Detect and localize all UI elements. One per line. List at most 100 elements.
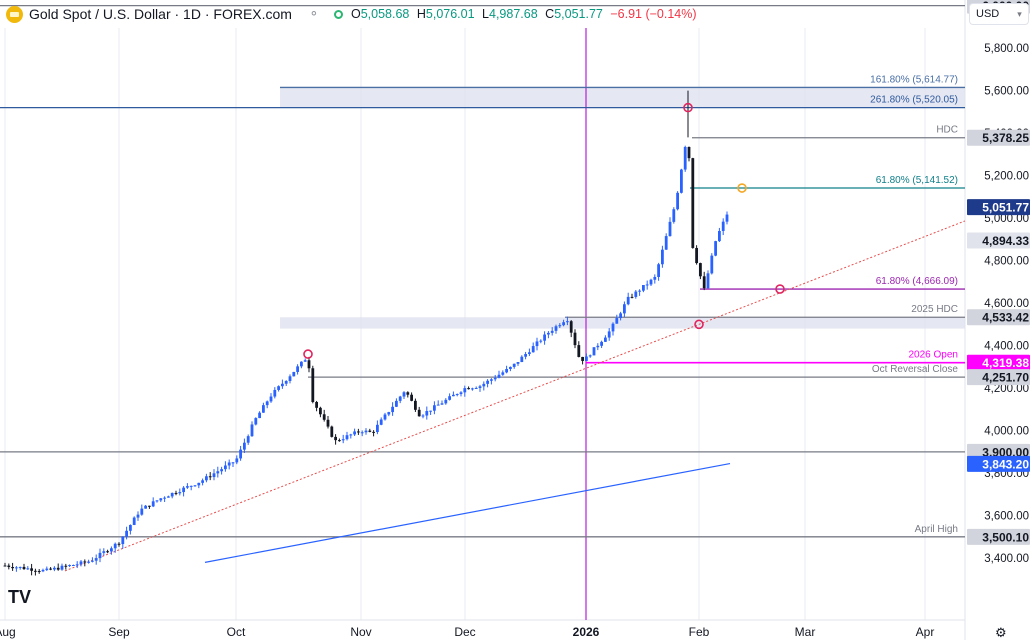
candle-body (364, 430, 368, 433)
candle-body (163, 497, 166, 499)
candle-body (307, 360, 311, 369)
candle-body (15, 567, 18, 569)
level-label: Oct Reversal Close (872, 364, 959, 375)
candle-body (170, 492, 174, 497)
x-tick-label: Sep (108, 625, 130, 639)
candle-body (482, 383, 486, 387)
candle-body (630, 296, 634, 298)
candle-body (680, 169, 683, 193)
price-badge-label: 5,378.25 (982, 131, 1029, 145)
candle-body (642, 285, 645, 291)
level-label: HDC (936, 125, 958, 136)
candle-body (79, 561, 83, 565)
candle-body (691, 158, 695, 248)
candle-body (26, 568, 30, 570)
candle-body (566, 321, 569, 323)
candle-body (136, 514, 140, 518)
candle-body (467, 388, 470, 390)
candle-body (129, 524, 132, 531)
candle-body (414, 400, 417, 410)
y-tick-label: 5,800.00 (984, 43, 1029, 55)
y-tick-label: 5,600.00 (984, 86, 1029, 98)
candle-body (463, 388, 467, 393)
candle-body (661, 249, 664, 265)
x-tick-label: Mar (795, 625, 816, 639)
candle-body (376, 424, 379, 433)
candle-body (417, 409, 421, 417)
candle-body (478, 386, 482, 388)
candle-body (623, 304, 626, 314)
candle-body (341, 439, 345, 441)
y-tick-label: 4,000.00 (984, 426, 1029, 438)
candle-body (125, 530, 128, 537)
candle-body (151, 501, 155, 507)
currency-selector[interactable]: USD ▾ (969, 3, 1029, 25)
candle-body (45, 568, 49, 570)
candle-body (22, 566, 26, 570)
candle-body (699, 263, 702, 277)
ohlc-open: 5,058.68 (360, 7, 410, 21)
candle-body (604, 337, 607, 342)
gear-icon[interactable]: ⚙ (995, 625, 1007, 640)
candle-body (288, 376, 292, 381)
candle-body (592, 347, 596, 356)
candle-body (338, 440, 341, 442)
candle-body (349, 434, 353, 436)
x-tick-label: Dec (454, 625, 475, 639)
symbol-title[interactable]: Gold Spot / U.S. Dollar · 1D · FOREX.com (29, 6, 292, 22)
candle-body (34, 570, 37, 572)
candle-body (440, 403, 444, 405)
candle-body (94, 558, 98, 561)
candle-body (121, 536, 125, 545)
eye-icon[interactable]: ⚬ (308, 6, 320, 21)
candle-body (330, 426, 334, 437)
candle-body (303, 360, 307, 362)
candle-body (49, 568, 52, 570)
candle-body (387, 412, 391, 415)
candle-body (53, 567, 56, 570)
candle-body (322, 414, 326, 420)
candle-body (619, 313, 622, 319)
candle-body (106, 551, 109, 553)
candle-body (197, 482, 201, 486)
level-label: 2025 HDC (911, 304, 958, 315)
price-badge (967, 354, 1030, 371)
candle-body (148, 505, 151, 507)
candle-body (159, 498, 163, 501)
price-badge (967, 369, 1030, 386)
candle-body (588, 355, 592, 357)
price-badge (967, 199, 1030, 216)
candle-body (474, 387, 478, 389)
y-tick-label: 3,400.00 (984, 553, 1029, 565)
candle-body (626, 296, 630, 305)
candle-body (75, 564, 79, 566)
resistance-zone (280, 87, 965, 108)
candle-body (60, 565, 64, 570)
candle-body (273, 389, 277, 397)
candle-body (710, 255, 714, 274)
candle-body (455, 394, 459, 396)
candle-body (383, 414, 387, 420)
candle-body (687, 146, 691, 159)
candle-body (319, 407, 322, 415)
candle-body (516, 362, 520, 364)
candle-body (212, 473, 216, 478)
candle-body (573, 332, 577, 346)
ohlc-legend: O5,058.68 H5,076.01 L4,987.68 C5,051.77 … (350, 7, 697, 21)
candle-body (718, 230, 721, 242)
candle-body (91, 560, 94, 562)
candle-body (653, 276, 657, 280)
candle-body (714, 241, 717, 256)
candle-body (326, 419, 330, 427)
candle-body (353, 431, 356, 435)
x-tick-label: Oct (227, 625, 246, 639)
candle-body (611, 323, 615, 332)
pivot-marker (694, 319, 704, 330)
price-badge-label: 4,319.38 (982, 356, 1029, 370)
y-tick-label: 4,400.00 (984, 341, 1029, 353)
candle-body (186, 486, 189, 488)
y-tick-label: 4,200.00 (984, 383, 1029, 395)
candle-body (524, 354, 527, 357)
candle-body (7, 565, 11, 568)
candle-body (227, 462, 231, 466)
